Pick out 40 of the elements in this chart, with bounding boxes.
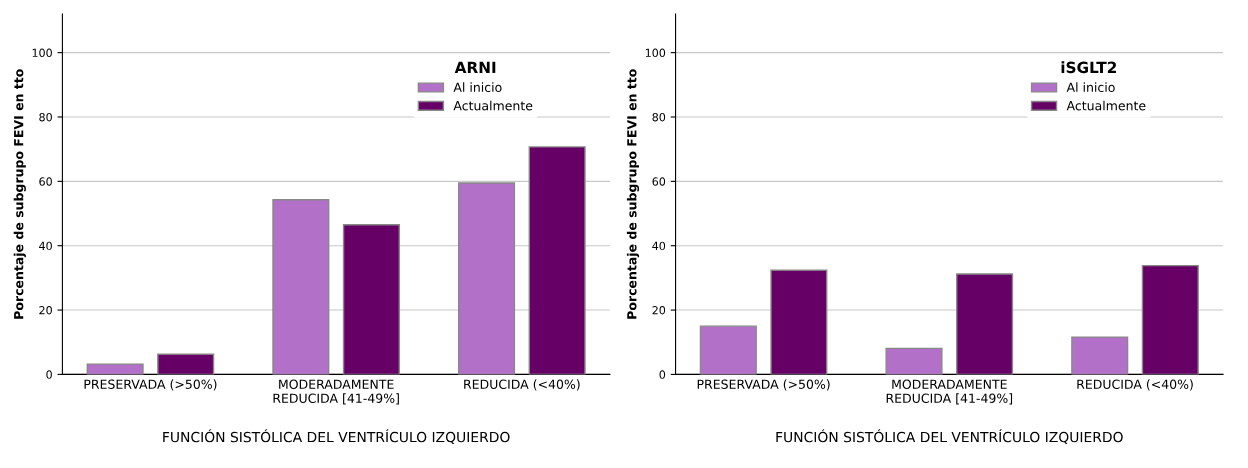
y-tick-label: 0 (46, 370, 52, 379)
y-tick-label: 40 (652, 241, 666, 251)
y-tick-label: 80 (39, 112, 52, 122)
y-tick-label: 100 (645, 48, 666, 58)
bar (458, 182, 516, 375)
legend-label: Al inicio (453, 82, 502, 93)
bar (699, 325, 757, 375)
y-tick-label: 60 (652, 177, 666, 186)
y-tick-label: 0 (659, 370, 666, 379)
bar (1071, 336, 1129, 375)
y-axis-title: Porcentaje de subgrupo FEVI en tto (13, 69, 26, 319)
x-tick-label: PRESERVADA (>50%) (84, 379, 217, 391)
x-tick-label: REDUCIDA (<40%) (1077, 379, 1193, 391)
bar (86, 363, 144, 375)
y-axis-title: Porcentaje de subgrupo FEVI en tto (626, 69, 640, 319)
legend-label: Al inicio (1066, 82, 1115, 93)
legend-title: ARNI (454, 61, 496, 73)
x-tick-label: MODERADAMENTE REDUCIDA [41-49%] (886, 379, 1013, 405)
y-tick-label: 20 (39, 306, 52, 315)
bar (157, 353, 215, 375)
bar (770, 269, 828, 375)
x-axis-title: FUNCIÓN SISTÓLICA DEL VENTRÍCULO IZQUIERDO (163, 429, 510, 444)
x-tick-label: PRESERVADA (>50%) (697, 379, 830, 391)
y-tick-label: 40 (39, 241, 52, 251)
y-tick-label: 20 (652, 306, 666, 315)
y-tick-label: 80 (652, 112, 666, 122)
y-tick-label: 100 (32, 48, 52, 58)
bar (528, 146, 586, 375)
x-tick-label: REDUCIDA (<40%) (464, 379, 580, 391)
bar (956, 273, 1014, 375)
bar (1141, 264, 1199, 375)
x-tick-label: MODERADAMENTE REDUCIDA [41-49%] (273, 379, 399, 405)
legend-label: Actualmente (453, 100, 533, 111)
legend-title: iSGLT2 (1061, 61, 1117, 74)
bar (272, 198, 330, 375)
bar (885, 347, 943, 375)
legend-label: Actualmente (1066, 100, 1146, 111)
y-tick-label: 60 (39, 177, 52, 186)
bar (342, 224, 400, 375)
x-axis-title: FUNCIÓN SISTÓLICA DEL VENTRÍCULO IZQUIERDO (776, 429, 1123, 444)
